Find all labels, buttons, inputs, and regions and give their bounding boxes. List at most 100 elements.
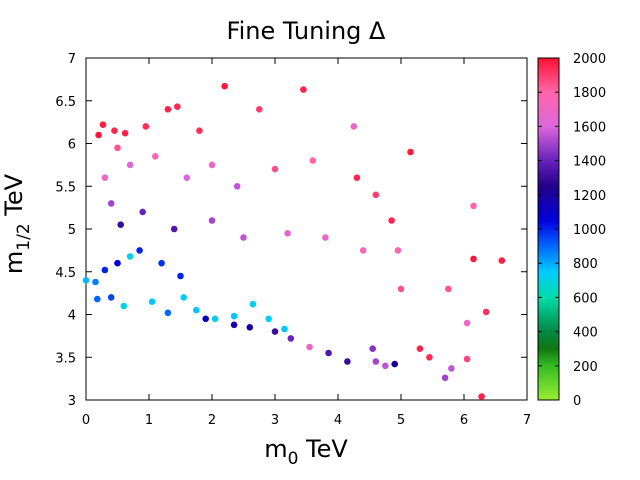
- data-point: [388, 217, 395, 224]
- data-point: [94, 295, 101, 303]
- data-point: [230, 312, 238, 320]
- x-tick-label: 3: [271, 413, 279, 428]
- data-point: [271, 165, 279, 173]
- x-label-unit: TeV: [298, 435, 348, 463]
- x-tick-label: 2: [208, 413, 216, 428]
- data-point: [95, 131, 102, 139]
- data-point: [142, 123, 150, 130]
- y-tick-label: 5.5: [55, 180, 76, 195]
- data-point: [152, 153, 159, 160]
- x-axis-ticks: 0 1 2 3 4 5 6 7: [82, 58, 531, 428]
- data-point: [249, 300, 257, 308]
- y-tick-label: 6: [68, 138, 76, 153]
- data-point: [498, 257, 506, 264]
- data-point: [170, 225, 178, 233]
- data-point: [111, 127, 118, 134]
- data-point: [448, 365, 455, 372]
- colorbar-tick-label: 1400: [573, 155, 606, 170]
- data-point: [359, 247, 367, 254]
- data-point: [287, 335, 295, 342]
- data-point: [344, 358, 351, 365]
- data-point: [180, 294, 187, 301]
- data-point: [230, 321, 238, 329]
- data-point: [372, 191, 380, 199]
- data-point: [246, 324, 254, 331]
- colorbar-tick-label: 800: [573, 257, 598, 272]
- x-label-sub: 0: [288, 449, 299, 469]
- data-point: [202, 315, 209, 323]
- x-label-main: m: [264, 435, 287, 463]
- data-point: [372, 358, 380, 365]
- y-label-main: m: [0, 251, 28, 274]
- scatter-points: [82, 82, 506, 400]
- y-label-unit: TeV: [0, 173, 28, 223]
- data-point: [164, 106, 172, 113]
- data-point: [478, 393, 485, 400]
- data-point: [416, 345, 424, 353]
- chart-title: Fine Tuning Δ: [227, 17, 387, 45]
- data-point: [382, 362, 389, 370]
- colorbar-tick-label: 0: [573, 394, 581, 409]
- data-point: [470, 202, 477, 210]
- x-tick-label: 7: [523, 413, 531, 428]
- data-point: [139, 208, 146, 216]
- data-point: [158, 259, 165, 267]
- data-point: [441, 374, 449, 382]
- y-label-sub: 1/2: [14, 223, 34, 250]
- data-point: [463, 319, 471, 327]
- colorbar-tick-label: 1600: [573, 120, 606, 135]
- colorbar-tick-label: 600: [573, 291, 598, 306]
- data-point: [470, 255, 477, 263]
- data-point: [177, 272, 184, 280]
- data-point: [114, 259, 121, 267]
- data-point: [281, 325, 288, 333]
- y-tick-label: 6.5: [55, 95, 76, 110]
- y-tick-label: 3: [68, 394, 76, 409]
- data-point: [101, 174, 109, 181]
- data-point: [193, 306, 200, 314]
- data-point: [211, 315, 219, 323]
- y-tick-label: 5: [68, 223, 76, 238]
- data-point: [350, 123, 358, 130]
- data-point: [445, 285, 452, 293]
- data-point: [255, 106, 263, 113]
- data-point: [322, 234, 329, 241]
- data-point: [353, 174, 361, 181]
- colorbar-tick-label: 1800: [573, 86, 606, 101]
- colorbar-tick-label: 2000: [573, 52, 606, 67]
- data-point: [196, 127, 203, 134]
- y-tick-label: 7: [68, 52, 76, 67]
- colorbar-tick-label: 200: [573, 360, 598, 375]
- data-point: [240, 234, 247, 241]
- data-point: [174, 103, 181, 110]
- y-tick-label: 4: [68, 309, 76, 324]
- data-point: [265, 315, 273, 323]
- data-point: [164, 309, 172, 317]
- x-tick-label: 6: [460, 413, 468, 428]
- data-point: [107, 294, 115, 301]
- data-point: [463, 355, 471, 363]
- data-point: [82, 277, 90, 284]
- colorbar-ticks: 0 200 400 600 800 1000 1200 1400 1600 1800 2000: [538, 52, 606, 409]
- data-point: [482, 308, 490, 316]
- colorbar-tick-label: 400: [573, 326, 598, 341]
- data-point: [300, 86, 307, 93]
- data-point: [407, 148, 414, 156]
- data-point: [121, 129, 129, 137]
- x-tick-label: 0: [82, 413, 90, 428]
- colorbar-tick-label: 1000: [573, 223, 606, 238]
- data-point: [221, 82, 228, 90]
- y-axis-ticks: 3 3.5 4 4.5 5 5.5 6 6.5 7: [55, 52, 527, 409]
- data-point: [208, 161, 216, 169]
- data-point: [99, 121, 107, 128]
- data-point: [306, 343, 313, 351]
- data-point: [426, 354, 433, 361]
- x-axis-label: m0 TeV: [264, 435, 348, 469]
- data-point: [369, 345, 377, 353]
- data-point: [208, 217, 216, 224]
- x-tick-label: 1: [145, 413, 153, 428]
- x-tick-label: 5: [397, 413, 405, 428]
- plot-frame: [85, 57, 528, 401]
- data-point: [325, 349, 332, 357]
